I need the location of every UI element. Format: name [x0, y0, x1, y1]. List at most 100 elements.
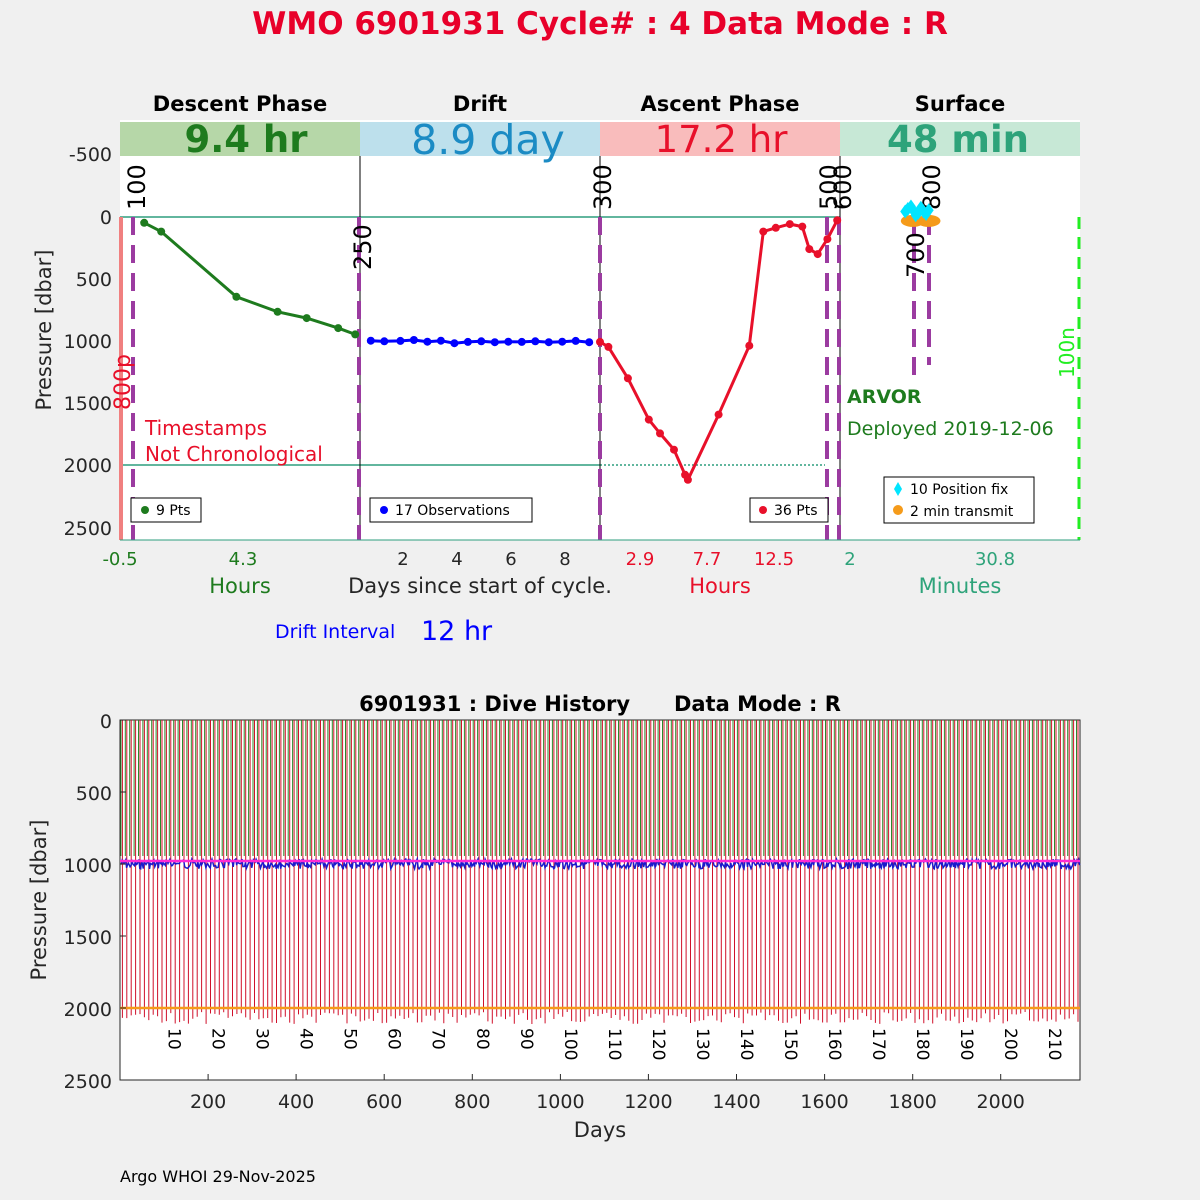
bottom-plot-area: [119, 719, 1081, 1081]
bottom-y-ticks: 0 500 1000 1500 2000 2500: [64, 711, 112, 1093]
top-ytick: 500: [76, 269, 112, 291]
descent-point: [273, 307, 282, 316]
drift-point: [423, 337, 432, 346]
bottom-ytick: 500: [76, 783, 112, 805]
bottom-xtick: 1400: [712, 1091, 760, 1113]
bottom-ytick: 1000: [64, 855, 112, 877]
cycle-number-label: 190: [956, 1028, 976, 1060]
phase-duration-ascent: 17.2 hr: [655, 118, 789, 161]
cycle-number-label: 150: [780, 1028, 800, 1060]
cycle-number-label: 110: [604, 1028, 624, 1060]
xtick-descent: -0.5: [102, 549, 137, 570]
bottom-xtick: 1800: [889, 1091, 937, 1113]
top-ytick: 1000: [64, 331, 112, 353]
bottom-ytick: 1500: [64, 927, 112, 949]
bottom-ytick: 2500: [64, 1071, 112, 1093]
bottom-xtick: 800: [454, 1091, 490, 1113]
legend-surface: 10 Position fix 2 min transmit: [883, 476, 1035, 524]
xtick-ascent: 7.7: [693, 549, 722, 570]
legend-surface-label-2: 2 min transmit: [910, 504, 1014, 520]
xtick-ascent: 2.9: [626, 549, 655, 570]
drift-point: [409, 336, 418, 344]
bottom-xtick: 2000: [977, 1091, 1025, 1113]
phase-title-surface: Surface: [915, 92, 1005, 116]
cycle-number-label: 210: [1044, 1028, 1064, 1060]
drift-point: [544, 338, 553, 347]
warning-line-2: Not Chronological: [145, 442, 323, 466]
ascent-point: [823, 235, 832, 244]
drift-point: [477, 337, 486, 346]
cycle-number-label: 30: [252, 1028, 272, 1050]
legend-descent: 9 Pts: [130, 497, 202, 523]
ascent-point: [670, 445, 678, 454]
xtick-surface: 2: [844, 549, 855, 570]
drift-interval-value: 12 hr: [421, 616, 493, 647]
phase-title-descent: Descent Phase: [153, 92, 327, 116]
warning-line-1: Timestamps: [144, 416, 267, 440]
phase-duration-drift: 8.9 day: [411, 116, 565, 164]
drift-point: [366, 336, 375, 345]
cycle-number-label: 160: [824, 1028, 844, 1060]
cycle-number-label: 100: [560, 1028, 580, 1060]
ascent-point: [644, 415, 653, 424]
transmit-point: [916, 214, 941, 227]
descent-point: [232, 292, 241, 301]
descent-point: [351, 330, 360, 339]
descent-point: [140, 218, 149, 227]
marker-label-100: 100: [123, 164, 151, 210]
cycle-number-label: 180: [912, 1028, 932, 1060]
legend-descent-label: 9 Pts: [156, 503, 191, 519]
xtick-descent: 4.3: [229, 549, 258, 570]
drift-series: [366, 336, 594, 348]
cycle-number-label: 80: [472, 1028, 492, 1050]
ascent-point: [833, 216, 842, 225]
bottom-y-axis-label: Pressure [dbar]: [27, 820, 51, 981]
drift-point: [571, 336, 580, 345]
phase-band-surface: [840, 122, 1080, 156]
ascent-point: [623, 374, 632, 383]
descent-point: [157, 227, 166, 236]
ascent-series: [596, 216, 842, 484]
marker-label-100n: 100n: [1055, 327, 1079, 378]
cycle-number-label: 130: [692, 1028, 712, 1060]
drift-point: [490, 338, 499, 347]
legend-drift: 17 Observations: [369, 497, 533, 523]
phase-duration-surface: 48 min: [887, 118, 1029, 161]
drift-point: [517, 337, 526, 346]
cycle-number-label: 40: [296, 1028, 316, 1050]
top-y-axis-label: Pressure [dbar]: [32, 250, 56, 411]
float-type-label: ARVOR: [847, 386, 922, 408]
cycle-number-label: 20: [208, 1028, 228, 1050]
phase-band-ascent: [600, 122, 840, 156]
xlabel-ascent: Hours: [689, 574, 751, 598]
ascent-point: [714, 410, 723, 419]
descent-point: [302, 314, 311, 323]
drift-point: [531, 337, 540, 346]
ascent-point: [805, 245, 814, 254]
cycle-number-label: 120: [648, 1028, 668, 1060]
xtick-drift: 2: [397, 549, 408, 570]
phase-title-ascent: Ascent Phase: [641, 92, 800, 116]
cycle-number-label: 60: [384, 1028, 404, 1050]
bottom-xtick: 600: [366, 1091, 402, 1113]
drift-point: [396, 336, 405, 345]
drift-point: [463, 337, 472, 346]
drift-point: [380, 337, 389, 346]
marker-label-500: 500: [815, 164, 843, 210]
xlabel-drift: Days since start of cycle.: [348, 574, 612, 598]
marker-label-700: 700: [902, 232, 930, 278]
top-y-ticks: -500 0 500 1000 1500 2000 2500: [64, 144, 112, 540]
bottom-xtick: 200: [190, 1091, 226, 1113]
xtick-drift: 8: [559, 549, 570, 570]
legend-surface-label-1: 10 Position fix: [910, 482, 1008, 498]
legend-ascent: 36 Pts: [749, 497, 829, 523]
ascent-point: [745, 341, 754, 350]
xtick-surface: 30.8: [975, 549, 1015, 570]
phase-title-drift: Drift: [453, 92, 507, 116]
dive-history-series: 10 20 30 40 50 60 70 80 90 100 110 120 130 140 150 160 1…: [120, 719, 1081, 1081]
marker-label-800p: 800p: [111, 354, 136, 410]
top-ytick: 0: [100, 207, 112, 229]
xtick-drift: 4: [451, 549, 462, 570]
marker-label-800: 800: [918, 164, 946, 210]
